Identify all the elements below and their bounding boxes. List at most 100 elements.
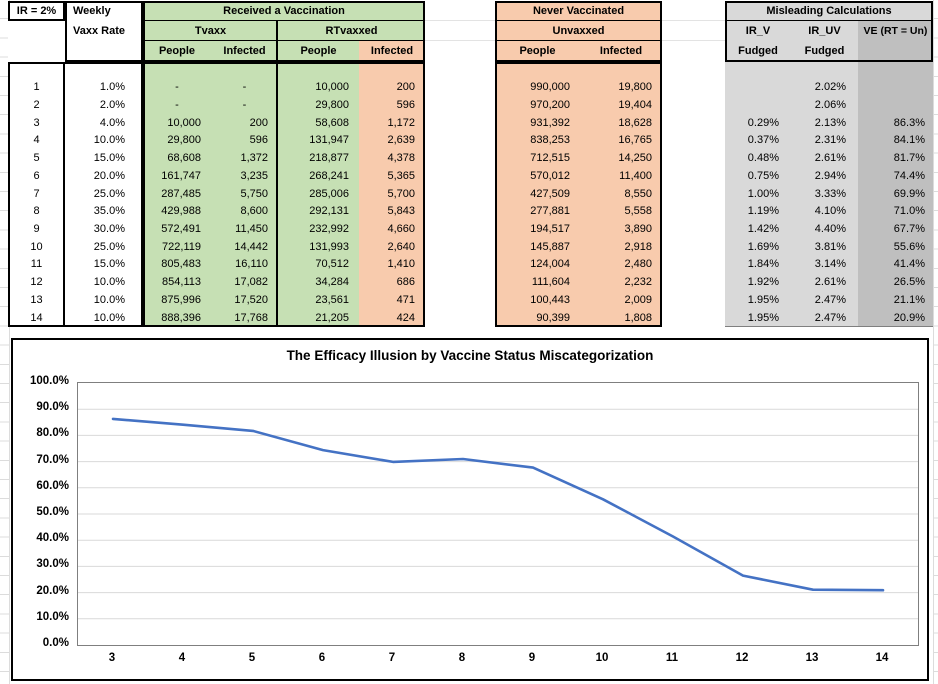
cell-rt-infected[interactable]: 5,700 [387,187,415,200]
header-unvaxxed[interactable]: Unvaxxed [552,24,605,37]
cell-week[interactable]: 9 [33,223,40,236]
cell-unvaxxed-infected[interactable]: 18,628 [618,116,652,129]
cell-ve[interactable]: 21.1% [893,293,925,306]
cell-week[interactable]: 2 [33,99,40,112]
cell-tvaxx-people[interactable]: 429,988 [161,205,201,218]
vaxx-rate-label[interactable]: Vaxx Rate [73,24,125,37]
weekly-label[interactable]: Weekly [73,4,111,17]
efficacy-chart[interactable]: The Efficacy Illusion by Vaccine Status … [11,338,929,681]
cell-rt-infected[interactable]: 1,172 [387,116,415,129]
cell-tvaxx-people[interactable]: 29,800 [167,134,201,147]
cell-week[interactable]: 13 [30,293,43,306]
cell-rate[interactable]: 10.0% [93,293,125,306]
cell-unvaxxed-infected[interactable]: 14,250 [618,152,652,165]
cell-ve[interactable]: 81.7% [893,152,925,165]
cell-rate[interactable]: 30.0% [93,223,125,236]
header-tvaxx-infected[interactable]: Infected [223,45,266,57]
cell-tvaxx-people[interactable]: - [175,99,179,112]
cell-unvaxxed-infected[interactable]: 19,800 [618,81,652,94]
cell-unvaxxed-infected[interactable]: 2,918 [624,240,652,253]
cell-ir-uv[interactable]: 4.40% [814,223,846,236]
cell-ir-v[interactable]: 1.69% [747,240,779,253]
cell-tvaxx-infected[interactable]: 1,372 [240,152,268,165]
cell-rate[interactable]: 35.0% [93,205,125,218]
cell-ir-v[interactable]: 0.37% [747,134,779,147]
cell-tvaxx-people[interactable]: 161,747 [161,169,201,182]
cell-rt-people[interactable]: 23,561 [315,293,349,306]
cell-rate[interactable]: 20.0% [93,169,125,182]
cell-unvaxxed-people[interactable]: 194,517 [530,223,570,236]
cell-rate[interactable]: 10.0% [93,276,125,289]
cell-tvaxx-infected[interactable]: 200 [249,116,268,129]
cell-ve[interactable]: 41.4% [893,258,925,271]
cell-rt-people[interactable]: 34,284 [315,276,349,289]
cell-ve[interactable] [858,79,933,97]
header-received-a-vaccination[interactable]: Received a Vaccination [223,4,345,17]
cell-rate[interactable]: 10.0% [93,311,125,324]
cell-ir-uv[interactable]: 2.06% [814,99,846,112]
cell-tvaxx-people[interactable]: 10,000 [167,116,201,129]
cell-week[interactable]: 3 [33,116,40,129]
cell-unvaxxed-people[interactable]: 145,887 [530,240,570,253]
cell-week[interactable]: 11 [30,258,43,271]
cell-tvaxx-people[interactable]: 68,608 [167,152,201,165]
cell-ve[interactable]: 20.9% [893,311,925,324]
cell-rt-people[interactable]: 58,608 [315,116,349,129]
cell-week[interactable]: 14 [30,311,43,324]
ir-rate-label[interactable]: IR = 2% [16,4,57,17]
cell-rate[interactable]: 25.0% [93,240,125,253]
cell-tvaxx-infected[interactable]: 17,082 [234,276,268,289]
cell-week[interactable]: 12 [30,276,43,289]
cell-week[interactable]: 1 [33,81,40,94]
cell-unvaxxed-people[interactable]: 990,000 [530,81,570,94]
cell-tvaxx-infected[interactable]: - [242,99,247,112]
cell-rt-people[interactable]: 10,000 [315,81,349,94]
cell-unvaxxed-people[interactable]: 970,200 [530,99,570,112]
cell-tvaxx-infected[interactable]: 16,110 [235,258,268,271]
cell-ir-uv[interactable]: 2.02% [814,81,846,94]
cell-unvaxxed-people[interactable]: 712,515 [530,152,570,165]
cell-ir-v[interactable]: 1.84% [747,258,779,271]
cell-tvaxx-infected[interactable]: 14,442 [234,240,268,253]
cell-ir-v[interactable]: 1.42% [747,223,779,236]
header-ve-rt-un[interactable]: VE (RT = Un) [863,24,928,37]
cell-rate[interactable]: 1.0% [99,81,125,94]
cell-unvaxxed-people[interactable]: 111,604 [531,276,570,289]
cell-week[interactable]: 8 [33,205,40,218]
header-unvaxxed-infected[interactable]: Infected [599,45,643,57]
cell-ve[interactable]: 26.5% [893,276,925,289]
cell-ir-uv[interactable]: 2.31% [814,134,846,147]
cell-rt-infected[interactable]: 2,640 [387,240,415,253]
cell-rt-infected[interactable]: 4,660 [387,223,415,236]
cell-tvaxx-people[interactable]: 888,396 [161,311,201,324]
cell-tvaxx-people[interactable]: 722,119 [162,240,201,253]
cell-rt-infected[interactable]: 4,378 [387,152,415,165]
cell-unvaxxed-people[interactable]: 838,253 [530,134,570,147]
cell-ir-uv[interactable]: 3.33% [814,187,846,200]
cell-rt-people[interactable]: 218,877 [309,152,349,165]
cell-ir-v[interactable]: 1.00% [747,187,779,200]
cell-week[interactable]: 4 [33,134,40,147]
header-tvaxx-people[interactable]: People [158,45,196,57]
cell-rt-people[interactable]: 232,992 [309,223,349,236]
cell-ir-uv[interactable]: 2.61% [814,276,846,289]
cell-rt-people[interactable]: 21,205 [315,311,349,324]
cell-unvaxxed-infected[interactable]: 19,404 [618,99,652,112]
cell-tvaxx-infected[interactable]: - [242,81,247,94]
cell-unvaxxed-infected[interactable]: 1,808 [624,311,652,324]
cell-ve[interactable] [858,97,933,115]
header-unvaxxed-people[interactable]: People [519,45,556,57]
header-never-vaccinated[interactable]: Never Vaccinated [532,4,625,17]
cell-ve[interactable]: 69.9% [893,187,925,200]
cell-ve[interactable]: 55.6% [893,240,925,253]
cell-tvaxx-people[interactable]: 854,113 [162,276,201,289]
cell-rt-infected[interactable]: 596 [396,99,415,112]
cell-rate[interactable]: 4.0% [99,116,125,129]
cell-ir-v[interactable]: 1.92% [747,276,779,289]
cell-tvaxx-people[interactable]: 572,491 [161,223,201,236]
cell-rt-infected[interactable]: 5,843 [387,205,415,218]
cell-rt-people[interactable]: 131,993 [309,240,349,253]
cell-unvaxxed-people[interactable]: 124,004 [530,258,570,271]
cell-unvaxxed-infected[interactable]: 16,765 [618,134,652,147]
cell-tvaxx-infected[interactable]: 596 [249,134,268,147]
